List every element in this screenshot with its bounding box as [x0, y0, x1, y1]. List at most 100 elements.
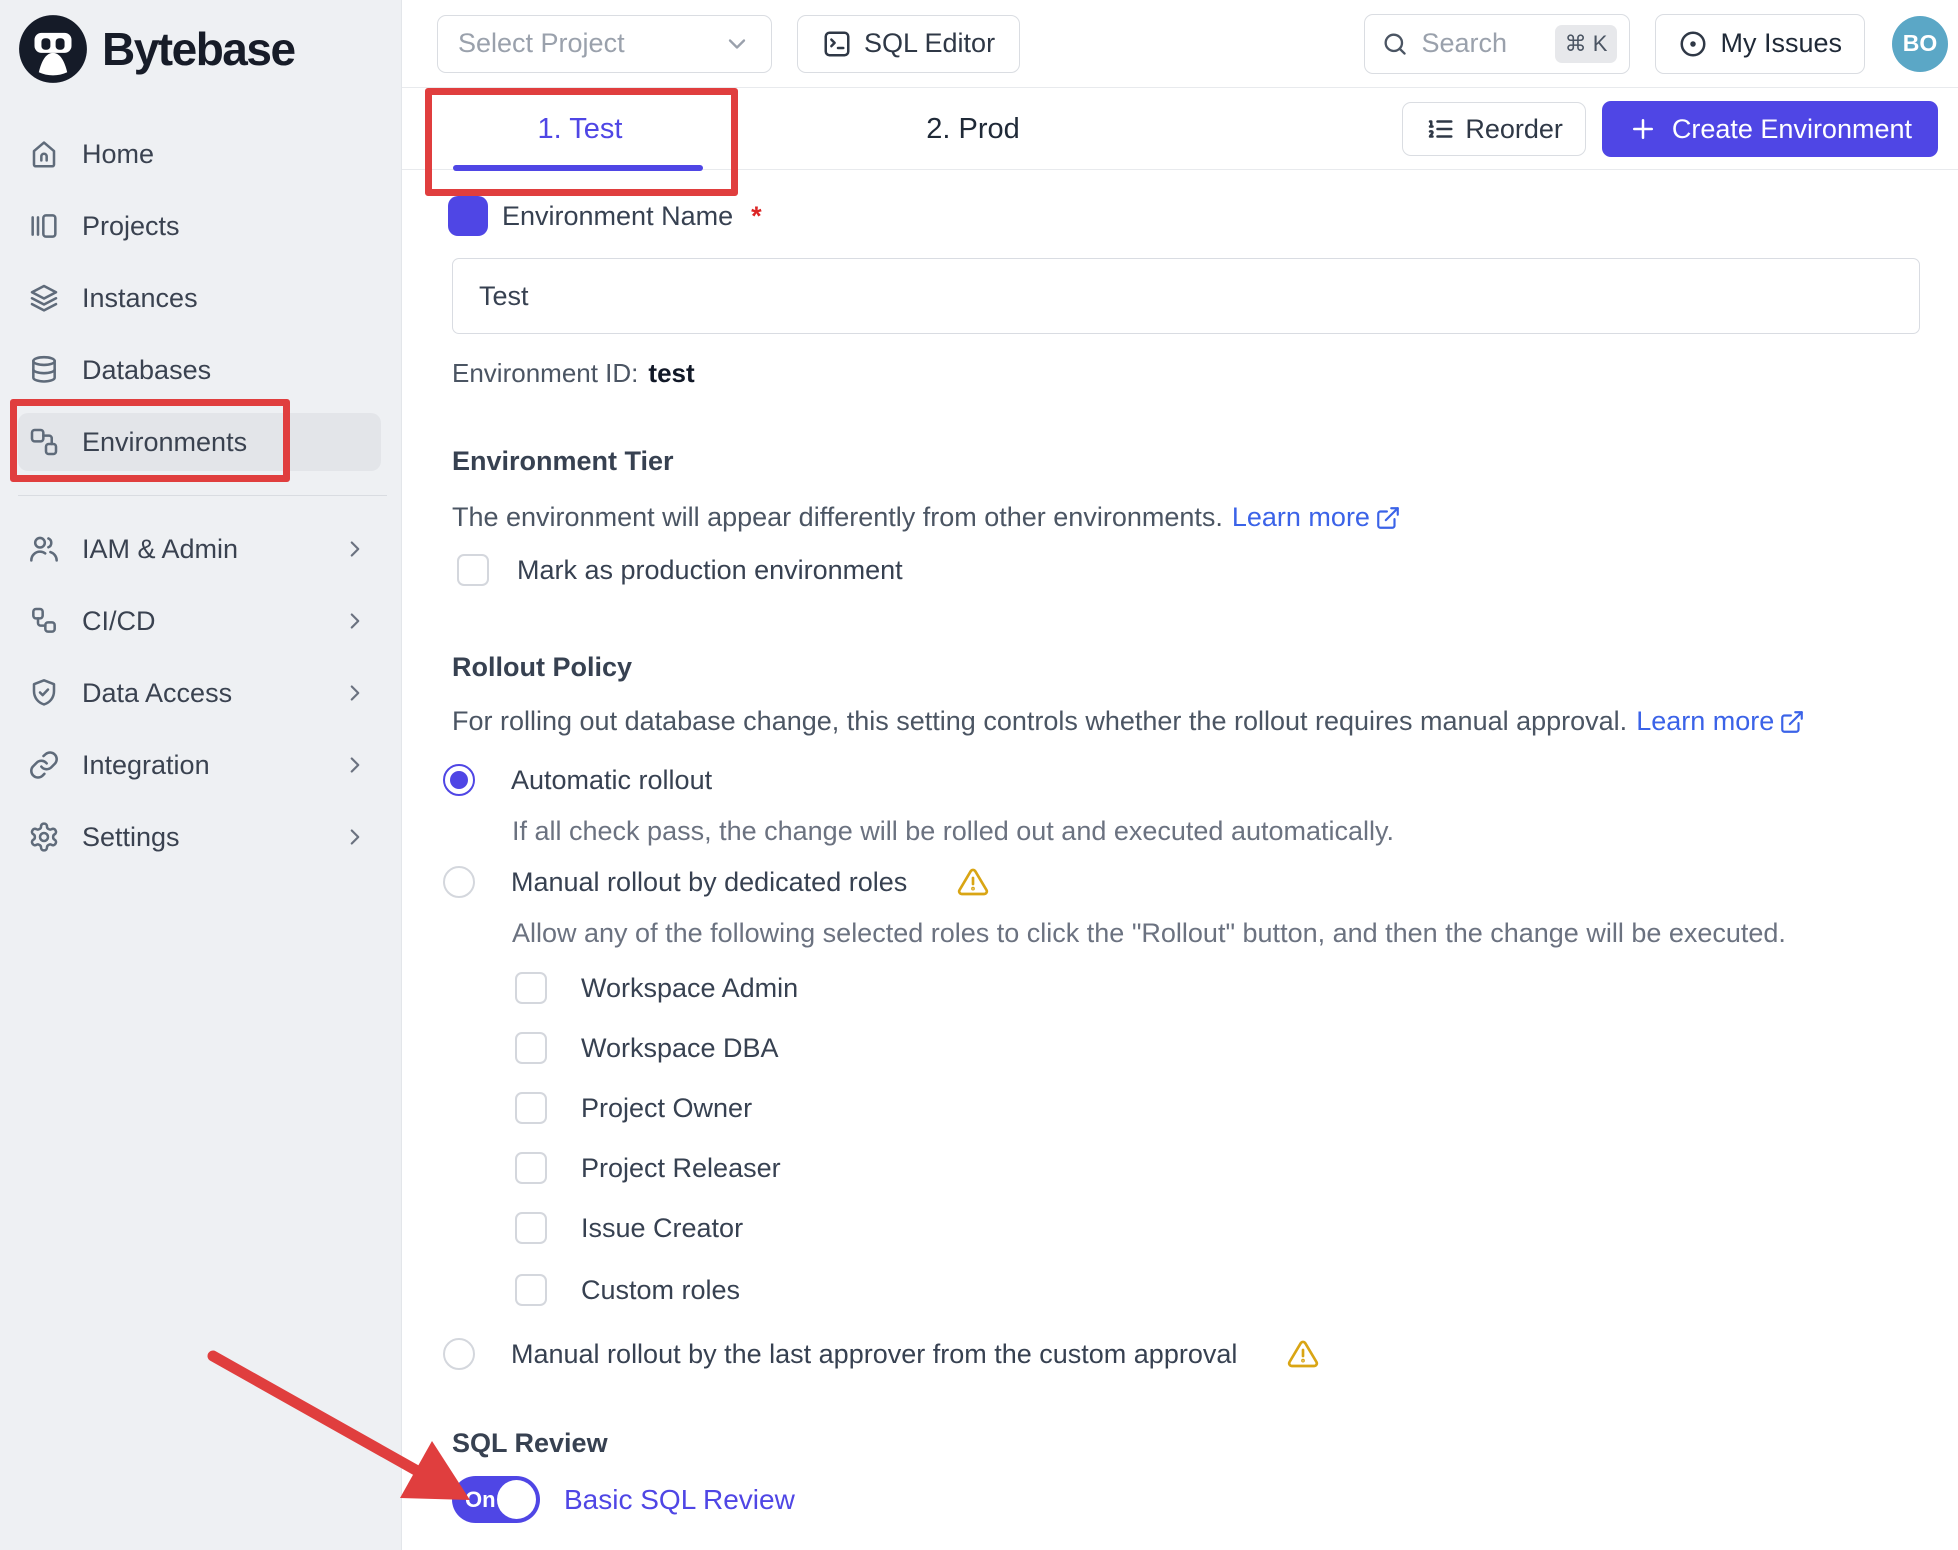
environment-tabs: 1. Test 2. Prod Reorder Create Envi: [402, 88, 1958, 171]
role-option-issue-creator: Issue Creator: [515, 1212, 743, 1244]
sidebar-item-databases[interactable]: Databases: [18, 341, 381, 399]
sql-review-toggle[interactable]: On: [452, 1476, 540, 1523]
projects-icon: [28, 210, 60, 242]
search-input[interactable]: Search ⌘ K: [1364, 13, 1631, 74]
environment-tier-description: The environment will appear differently …: [452, 502, 1401, 533]
automatic-rollout-description: If all check pass, the change will be ro…: [512, 816, 1395, 846]
sidebar-item-iam-admin[interactable]: IAM & Admin: [18, 520, 381, 578]
main-area: Select Project SQL Editor Se: [402, 0, 1958, 1550]
sql-editor-label: SQL Editor: [864, 28, 996, 58]
chevron-right-icon: [342, 680, 368, 706]
last-approver-option: Manual rollout by the last approver from…: [443, 1338, 1319, 1370]
sidebar-divider: [18, 495, 387, 496]
basic-sql-review-link[interactable]: Basic SQL Review: [564, 1483, 795, 1515]
sidebar-item-label: Instances: [82, 282, 198, 313]
sidebar-item-data-access[interactable]: Data Access: [18, 664, 381, 722]
sidebar-item-integration[interactable]: Integration: [18, 736, 381, 794]
topbar-right: Search ⌘ K My Issues BO: [1364, 13, 1948, 74]
sidebar-item-label: Environments: [82, 426, 248, 457]
users-icon: [28, 533, 60, 565]
chevron-right-icon: [342, 608, 368, 634]
environment-name-input[interactable]: [452, 258, 1920, 334]
search-icon: [1381, 30, 1409, 58]
mark-production-label: Mark as production environment: [517, 554, 903, 585]
sidebar-item-label: Projects: [82, 210, 180, 241]
sidebar-item-settings[interactable]: Settings: [18, 808, 381, 866]
sidebar-item-cicd[interactable]: CI/CD: [18, 592, 381, 650]
sidebar-item-projects[interactable]: Projects: [18, 197, 381, 255]
pipeline-icon: [28, 605, 60, 637]
avatar[interactable]: BO: [1892, 15, 1948, 72]
manual-rollout-option: Manual rollout by dedicated roles: [443, 866, 989, 898]
search-shortcut-badge: ⌘ K: [1554, 24, 1618, 63]
rollout-policy-title: Rollout Policy: [452, 652, 633, 682]
terminal-icon: [822, 29, 852, 59]
warning-triangle-icon: [1287, 1338, 1319, 1370]
chevron-right-icon: [342, 536, 368, 562]
list-ordered-icon: [1425, 114, 1455, 144]
databases-icon: [28, 354, 60, 386]
role-checkbox[interactable]: [515, 972, 547, 1004]
sql-review-title: SQL Review: [452, 1428, 608, 1458]
sidebar-item-home[interactable]: Home: [18, 125, 381, 183]
role-checkbox[interactable]: [515, 1212, 547, 1244]
role-checkbox[interactable]: [515, 1032, 547, 1064]
sidebar-item-label: Data Access: [82, 677, 233, 708]
rollout-policy-description: For rolling out database change, this se…: [452, 706, 1805, 737]
tab-prod-label: 2. Prod: [926, 112, 1020, 145]
bytebase-logo[interactable]: Bytebase: [0, 0, 401, 86]
mark-production-row: Mark as production environment: [457, 554, 903, 586]
external-link-icon: [1375, 505, 1401, 531]
environment-detail-form: Environment Name * Environment ID: test …: [402, 170, 1958, 1550]
manual-rollout-label: Manual rollout by dedicated roles: [511, 866, 908, 897]
role-checkbox[interactable]: [515, 1152, 547, 1184]
sidebar-item-label: Settings: [82, 821, 180, 852]
instances-icon: [28, 282, 60, 314]
sidebar-item-instances[interactable]: Instances: [18, 269, 381, 327]
reorder-button[interactable]: Reorder: [1402, 102, 1586, 156]
environment-tier-title: Environment Tier: [452, 446, 674, 476]
warning-triangle-icon: [957, 866, 989, 898]
environment-name-label: Environment Name: [502, 200, 734, 231]
toggle-state-label: On: [465, 1486, 496, 1512]
topbar: Select Project SQL Editor Se: [402, 0, 1958, 88]
shield-check-icon: [28, 677, 60, 709]
external-link-icon: [1779, 709, 1805, 735]
automatic-rollout-radio[interactable]: [443, 764, 475, 796]
sidebar-item-label: Databases: [82, 354, 212, 385]
sidebar-item-label: CI/CD: [82, 605, 156, 636]
sidebar-item-label: Integration: [82, 749, 210, 780]
sidebar: Bytebase Home Projects: [0, 0, 402, 1550]
chevron-right-icon: [342, 824, 368, 850]
search-placeholder: Search: [1421, 28, 1508, 58]
create-environment-button[interactable]: Create Environment: [1601, 101, 1938, 157]
create-environment-label: Create Environment: [1671, 113, 1912, 144]
mark-production-checkbox[interactable]: [457, 554, 489, 586]
manual-rollout-radio[interactable]: [443, 866, 475, 898]
role-option-custom-roles: Custom roles: [515, 1274, 740, 1306]
automatic-rollout-label: Automatic rollout: [511, 764, 713, 795]
last-approver-label: Manual rollout by the last approver from…: [511, 1338, 1238, 1369]
tab-prod[interactable]: 2. Prod: [758, 88, 1188, 170]
environments-icon: [28, 426, 60, 458]
rollout-learn-more-link[interactable]: Learn more: [1636, 706, 1805, 737]
role-checkbox[interactable]: [515, 1092, 547, 1124]
chevron-down-icon: [723, 30, 751, 58]
tab-test[interactable]: 1. Test: [402, 88, 758, 171]
my-issues-button[interactable]: My Issues: [1655, 13, 1865, 74]
link-icon: [28, 749, 60, 781]
sql-review-row: On Basic SQL Review: [452, 1476, 795, 1523]
project-select-placeholder: Select Project: [458, 28, 625, 58]
role-option-workspace-dba: Workspace DBA: [515, 1032, 779, 1064]
sidebar-item-label: IAM & Admin: [82, 533, 239, 564]
tier-learn-more-link[interactable]: Learn more: [1232, 502, 1401, 533]
sidebar-item-environments[interactable]: Environments: [18, 413, 381, 471]
role-checkbox[interactable]: [515, 1274, 547, 1306]
role-option-workspace-admin: Workspace Admin: [515, 972, 798, 1004]
last-approver-radio[interactable]: [443, 1338, 475, 1370]
bytebase-logo-icon: [16, 12, 90, 86]
sql-editor-button[interactable]: SQL Editor: [797, 14, 1021, 73]
brand-wordmark: Bytebase: [102, 23, 296, 75]
environment-color-swatch[interactable]: [448, 196, 488, 236]
project-select[interactable]: Select Project: [437, 14, 772, 73]
